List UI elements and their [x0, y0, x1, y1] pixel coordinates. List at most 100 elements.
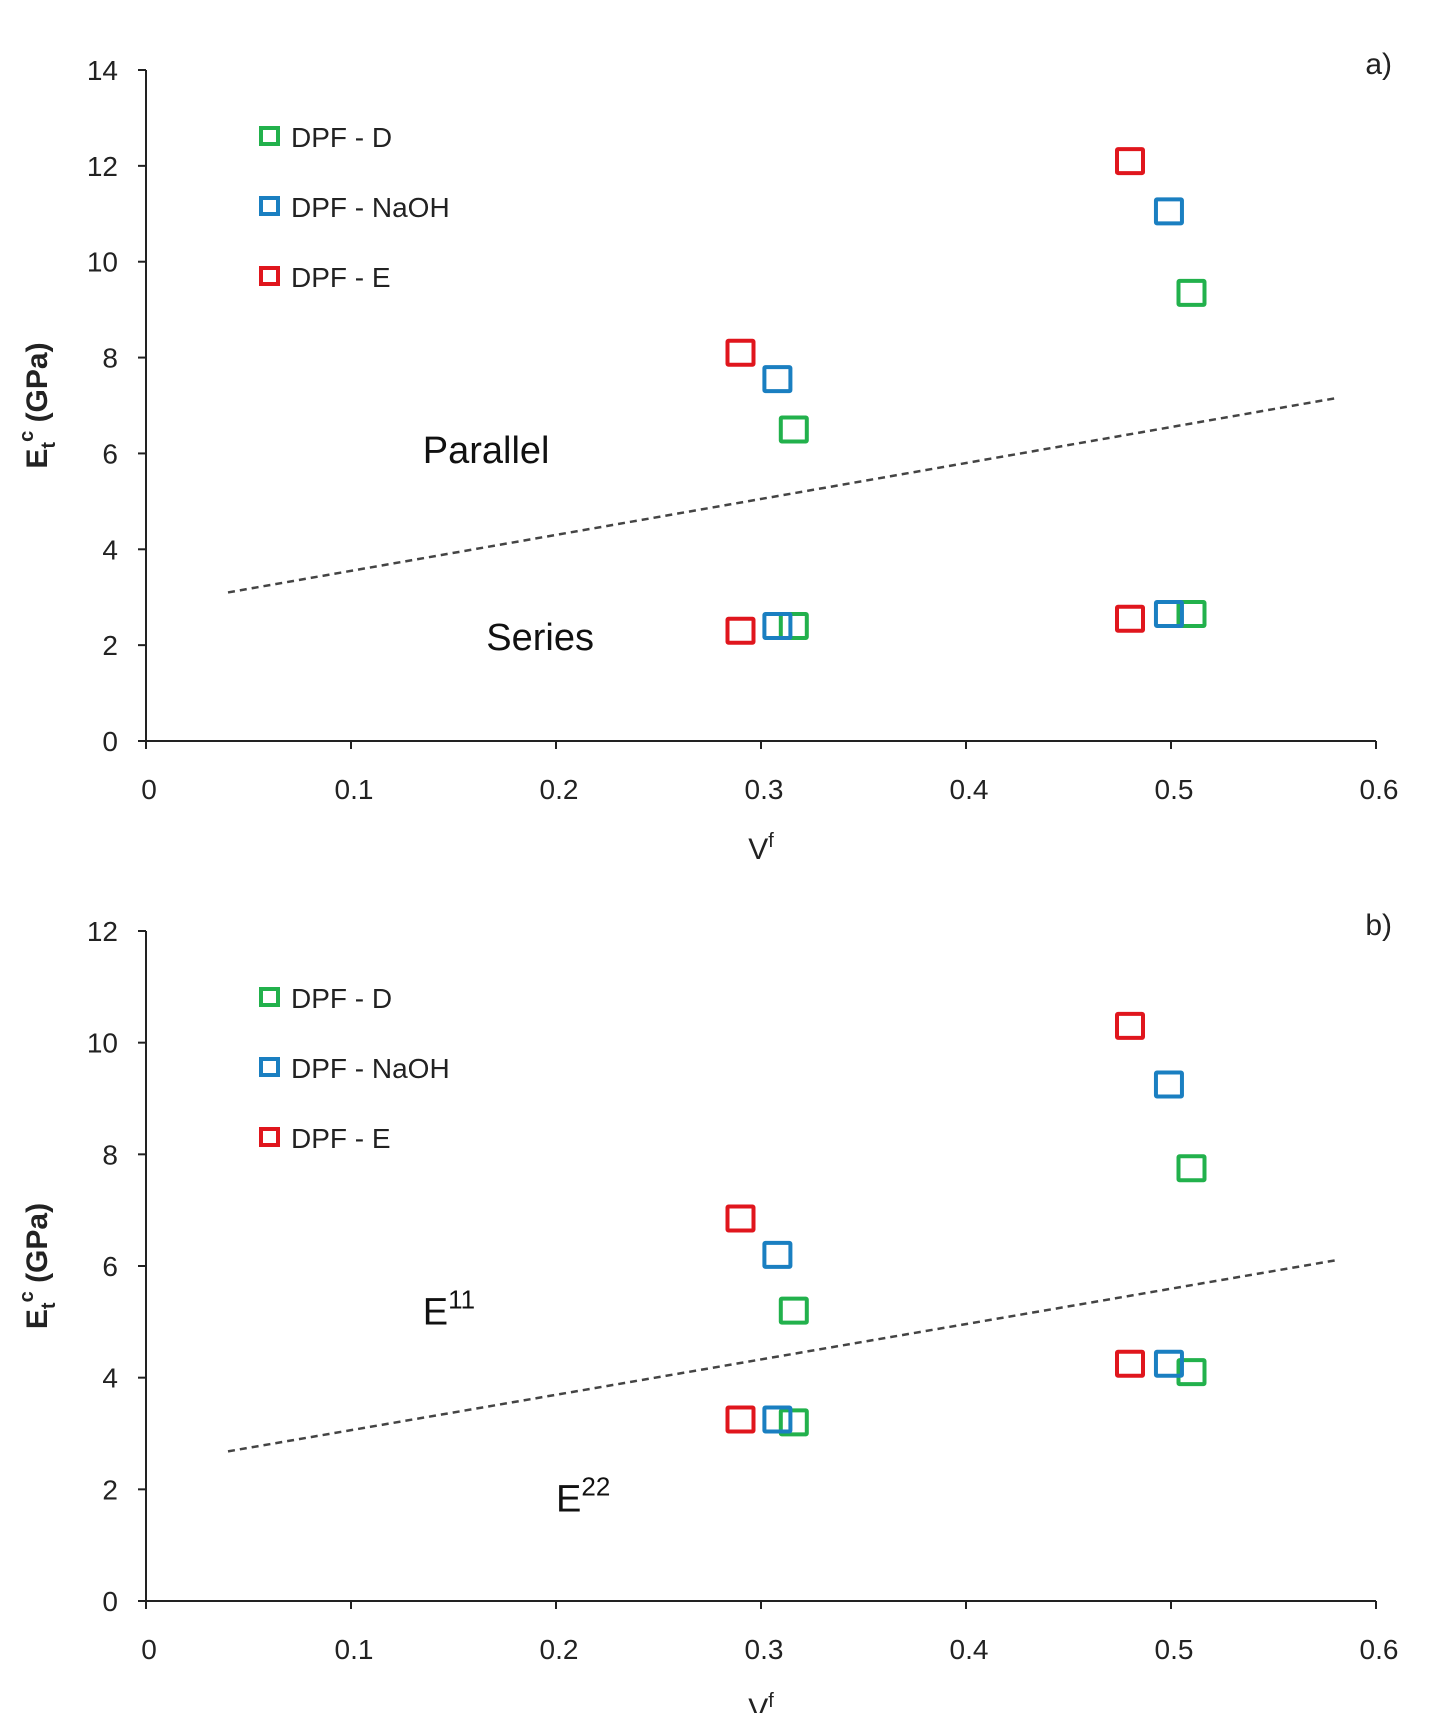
x-axis-label-sup: f — [768, 1690, 774, 1712]
data-point — [725, 1405, 756, 1434]
panel-label: b) — [1365, 909, 1392, 942]
y-axis-label-sub: t — [38, 1302, 60, 1309]
data-point — [778, 611, 809, 640]
x-tick-label: 0.1 — [335, 1634, 374, 1665]
data-point — [778, 1296, 809, 1325]
series-dpf-e — [725, 1011, 1145, 1434]
x-tick-label: 0.6 — [1360, 1634, 1399, 1665]
x-axis-label-base: V — [748, 833, 768, 866]
reference-dashed-line — [227, 397, 1336, 594]
data-point — [1153, 1070, 1184, 1099]
x-axis-label: Vf — [748, 1690, 774, 1713]
data-point — [1153, 1349, 1184, 1378]
panel-label: a) — [1365, 48, 1392, 81]
data-point — [762, 1405, 793, 1434]
annotation-text: Series — [486, 617, 594, 659]
y-axis-label-sup: c — [16, 431, 38, 442]
y-tick-label: 0 — [102, 726, 118, 757]
legend-label: DPF - D — [291, 122, 392, 153]
legend-label: DPF - E — [291, 262, 391, 293]
x-axis-label: Vf — [748, 830, 774, 866]
legend-label: DPF - NaOH — [291, 192, 450, 223]
data-point — [725, 338, 756, 367]
data-point — [1153, 197, 1184, 226]
data-point — [1115, 147, 1145, 176]
y-axis-label: Etc (GPa) — [16, 342, 60, 468]
y-tick-label: 10 — [87, 1028, 118, 1059]
x-tick-label: 0.5 — [1155, 1634, 1194, 1665]
y-tick-label: 6 — [102, 1251, 118, 1282]
y-axis-label-base: E — [21, 1309, 54, 1329]
data-point — [1115, 1349, 1145, 1378]
y-tick-label: 14 — [87, 55, 118, 86]
x-tick-label: 0.3 — [745, 1634, 784, 1665]
x-tick-label: 0.4 — [950, 1634, 989, 1665]
data-point — [778, 415, 809, 444]
legend-marker — [259, 126, 280, 146]
annotation-text: E — [423, 1292, 448, 1334]
data-point — [1176, 278, 1207, 307]
annotation-label: Parallel — [423, 430, 550, 472]
series-dpf-naoh — [762, 1070, 1184, 1434]
data-point — [762, 365, 793, 394]
y-axis-label-unit: (GPa) — [21, 1203, 54, 1291]
data-point — [762, 611, 793, 640]
x-tick-label: 0.2 — [540, 774, 579, 805]
x-tick-label: 0.6 — [1360, 774, 1399, 805]
data-point — [762, 1240, 793, 1269]
data-point — [1153, 599, 1184, 628]
y-axis-label-unit: (GPa) — [21, 342, 54, 430]
x-tick-label: 0.4 — [950, 774, 989, 805]
y-tick-label: 6 — [102, 438, 118, 469]
data-point — [725, 1204, 756, 1233]
x-tick-label: 0 — [141, 1634, 157, 1665]
legend-label: DPF - E — [291, 1123, 391, 1154]
y-axis-label-sup: c — [16, 1291, 38, 1302]
chart-panel-1: 0 2 4 6 8 10 12 14 0 0.1 0.2 0.3 0.4 0.5 0.6 Vf Etc (GPa… — [16, 48, 1398, 866]
x-tick-label: 0.1 — [335, 774, 374, 805]
y-axis-label: Etc (GPa) — [16, 1203, 60, 1329]
annotation-sup: 11 — [448, 1285, 475, 1315]
data-point — [1176, 1154, 1207, 1183]
legend-label: DPF - D — [291, 983, 392, 1014]
reference-dashed-line — [227, 1259, 1336, 1453]
annotation-text: E — [556, 1479, 581, 1521]
x-axis-label-sup: f — [768, 830, 774, 852]
data-point — [1115, 1011, 1145, 1040]
y-tick-label: 2 — [102, 630, 118, 661]
legend-marker — [259, 987, 280, 1007]
legend-marker — [259, 1057, 280, 1077]
annotation-label: E22 — [556, 1472, 610, 1521]
x-tick-label: 0.5 — [1155, 774, 1194, 805]
legend-label: DPF - NaOH — [291, 1053, 450, 1084]
y-tick-label: 0 — [102, 1586, 118, 1617]
y-tick-label: 4 — [102, 534, 118, 565]
legend-marker — [259, 196, 280, 216]
x-tick-label: 0 — [141, 774, 157, 805]
y-tick-label: 8 — [102, 1139, 118, 1170]
y-tick-label: 12 — [87, 916, 118, 947]
series-dpf-e — [725, 147, 1145, 645]
data-point — [1176, 1358, 1207, 1387]
y-axis-label-sub: t — [38, 442, 60, 449]
chart-panel-2: 0 2 4 6 8 10 12 0 0.1 0.2 0.3 0.4 0.5 0.6 Vf Etc (GPa) b… — [16, 909, 1398, 1713]
y-axis-label-base: E — [21, 449, 54, 469]
series-dpf-d — [778, 1154, 1207, 1437]
x-tick-label: 0.3 — [745, 774, 784, 805]
data-point — [778, 1408, 809, 1437]
series-dpf-d — [778, 278, 1207, 640]
legend-marker — [259, 1127, 280, 1147]
annotation-label: E11 — [423, 1285, 475, 1334]
data-point — [725, 616, 756, 645]
x-axis-label-base: V — [748, 1693, 768, 1713]
y-tick-label: 10 — [87, 247, 118, 278]
y-tick-label: 8 — [102, 343, 118, 374]
x-tick-label: 0.2 — [540, 1634, 579, 1665]
y-tick-label: 4 — [102, 1363, 118, 1394]
annotation-text: Parallel — [423, 430, 550, 472]
series-dpf-naoh — [762, 197, 1184, 640]
legend-marker — [259, 266, 280, 286]
data-point — [1115, 604, 1145, 633]
annotation-sup: 22 — [581, 1472, 610, 1502]
